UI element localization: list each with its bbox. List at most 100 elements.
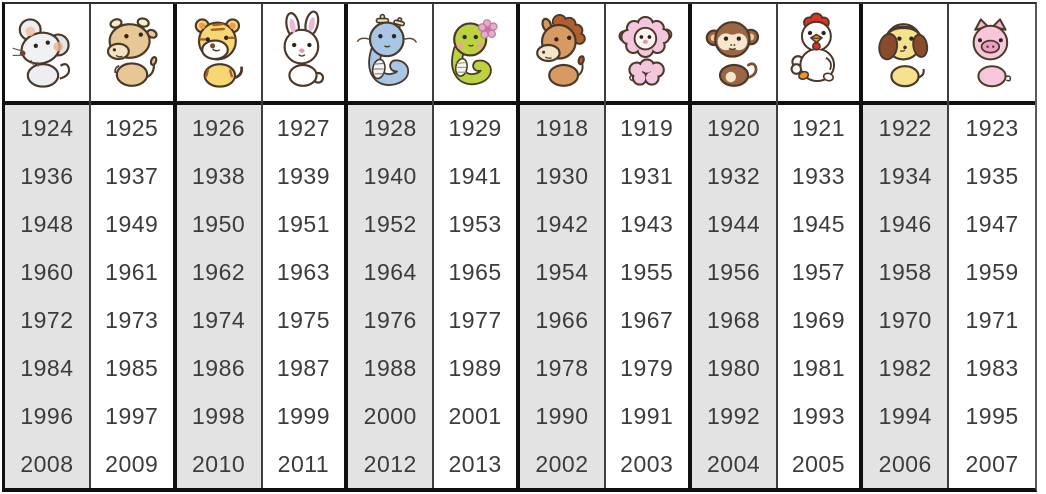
zodiac-column-monkey: 1920 1932 1944 1956 1968 1980 1992 2004 [691, 4, 778, 488]
year-cell: 1944 [691, 200, 776, 249]
year-cell: 1989 [434, 344, 516, 393]
snake-icon [434, 4, 516, 105]
year-cell: 1957 [777, 248, 860, 297]
year-cell: 2004 [691, 440, 776, 488]
year-cell: 1939 [262, 152, 345, 201]
rat-icon [5, 4, 89, 105]
zodiac-column-tiger: 1926 1938 1950 1962 1974 1986 1998 2010 [176, 4, 263, 488]
year-cell: 1924 [5, 105, 89, 153]
year-cell: 1972 [5, 296, 89, 345]
year-cell: 1982 [863, 344, 948, 393]
year-cell: 1987 [262, 344, 345, 393]
year-cell: 1962 [176, 248, 261, 297]
year-cell: 1986 [176, 344, 261, 393]
zodiac-column-dog: 1922 1934 1946 1958 1970 1982 1994 2006 [863, 4, 950, 488]
year-cell: 1996 [5, 392, 89, 441]
year-cell: 1997 [90, 392, 173, 441]
year-cell: 1940 [348, 152, 433, 201]
year-cell: 1970 [863, 296, 948, 345]
year-cell: 1965 [434, 248, 516, 297]
year-cell: 2012 [348, 440, 433, 488]
year-cell: 1985 [90, 344, 173, 393]
zodiac-column-goat: 1919 1931 1943 1955 1967 1979 1991 2003 [605, 4, 692, 488]
year-cell: 1956 [691, 248, 776, 297]
year-cell: 2003 [605, 440, 688, 488]
year-cell: 1938 [176, 152, 261, 201]
year-cell: 1998 [176, 392, 261, 441]
year-cell: 1968 [691, 296, 776, 345]
year-cell: 1932 [691, 152, 776, 201]
year-cell: 1942 [520, 200, 604, 249]
year-cell: 1949 [90, 200, 173, 249]
year-cell: 1928 [348, 105, 433, 153]
year-cell: 2005 [777, 440, 860, 488]
year-cell: 1945 [777, 200, 860, 249]
year-cell: 1999 [262, 392, 345, 441]
year-cell: 1979 [605, 344, 688, 393]
year-cell: 1974 [176, 296, 261, 345]
zodiac-column-rooster: 1921 1933 1945 1957 1969 1981 1993 2005 [777, 4, 864, 488]
year-cell: 1963 [262, 248, 345, 297]
year-cell: 1943 [605, 200, 688, 249]
year-cell: 1967 [605, 296, 688, 345]
year-cell: 1948 [5, 200, 89, 249]
year-cell: 1947 [949, 200, 1035, 249]
year-cell: 1976 [348, 296, 433, 345]
year-cell: 1934 [863, 152, 948, 201]
year-cell: 1959 [949, 248, 1035, 297]
zodiac-column-horse: 1918 1930 1942 1954 1966 1978 1990 2002 [520, 4, 606, 488]
year-cell: 2007 [949, 440, 1035, 488]
year-cell: 1933 [777, 152, 860, 201]
year-cell: 1946 [863, 200, 948, 249]
year-cell: 1921 [777, 105, 860, 153]
monkey-icon [691, 4, 776, 105]
year-cell: 2002 [520, 440, 604, 488]
year-cell: 1951 [262, 200, 345, 249]
year-cell: 1995 [949, 392, 1035, 441]
year-cell: 1977 [434, 296, 516, 345]
year-cell: 1952 [348, 200, 433, 249]
year-cell: 1953 [434, 200, 516, 249]
year-cell: 1984 [5, 344, 89, 393]
year-cell: 1941 [434, 152, 516, 201]
zodiac-column-rat: 1924 1936 1948 1960 1972 1984 1996 2008 [5, 4, 91, 488]
year-cell: 1966 [520, 296, 604, 345]
year-cell: 2010 [176, 440, 261, 488]
year-cell: 1993 [777, 392, 860, 441]
year-cell: 1964 [348, 248, 433, 297]
year-cell: 1969 [777, 296, 860, 345]
pig-icon [949, 4, 1035, 105]
year-cell: 1923 [949, 105, 1035, 153]
zodiac-column-ox: 1925 1937 1949 1961 1973 1985 1997 2009 [90, 4, 177, 488]
year-cell: 1994 [863, 392, 948, 441]
zodiac-column-pig: 1923 1935 1947 1959 1971 1983 1995 2007 [949, 4, 1035, 488]
goat-icon [605, 4, 688, 105]
year-cell: 1929 [434, 105, 516, 153]
year-cell: 1926 [176, 105, 261, 153]
year-cell: 1927 [262, 105, 345, 153]
year-cell: 1975 [262, 296, 345, 345]
year-cell: 1990 [520, 392, 604, 441]
year-cell: 1955 [605, 248, 688, 297]
year-cell: 2006 [863, 440, 948, 488]
year-cell: 1937 [90, 152, 173, 201]
zodiac-column-dragon: 1928 1940 1952 1964 1976 1988 2000 2012 [348, 4, 435, 488]
year-cell: 1978 [520, 344, 604, 393]
zodiac-column-rabbit: 1927 1939 1951 1963 1975 1987 1999 2011 [262, 4, 349, 488]
year-cell: 2009 [90, 440, 173, 488]
year-cell: 1973 [90, 296, 173, 345]
year-cell: 1992 [691, 392, 776, 441]
dog-icon [863, 4, 948, 105]
horse-icon [520, 4, 604, 105]
year-cell: 1991 [605, 392, 688, 441]
year-cell: 2013 [434, 440, 516, 488]
year-cell: 1954 [520, 248, 604, 297]
year-cell: 1935 [949, 152, 1035, 201]
year-cell: 1981 [777, 344, 860, 393]
year-cell: 1936 [5, 152, 89, 201]
year-cell: 1931 [605, 152, 688, 201]
year-cell: 1919 [605, 105, 688, 153]
zodiac-column-snake: 1929 1941 1953 1965 1977 1989 2001 2013 [434, 4, 520, 488]
dragon-icon [348, 4, 433, 105]
